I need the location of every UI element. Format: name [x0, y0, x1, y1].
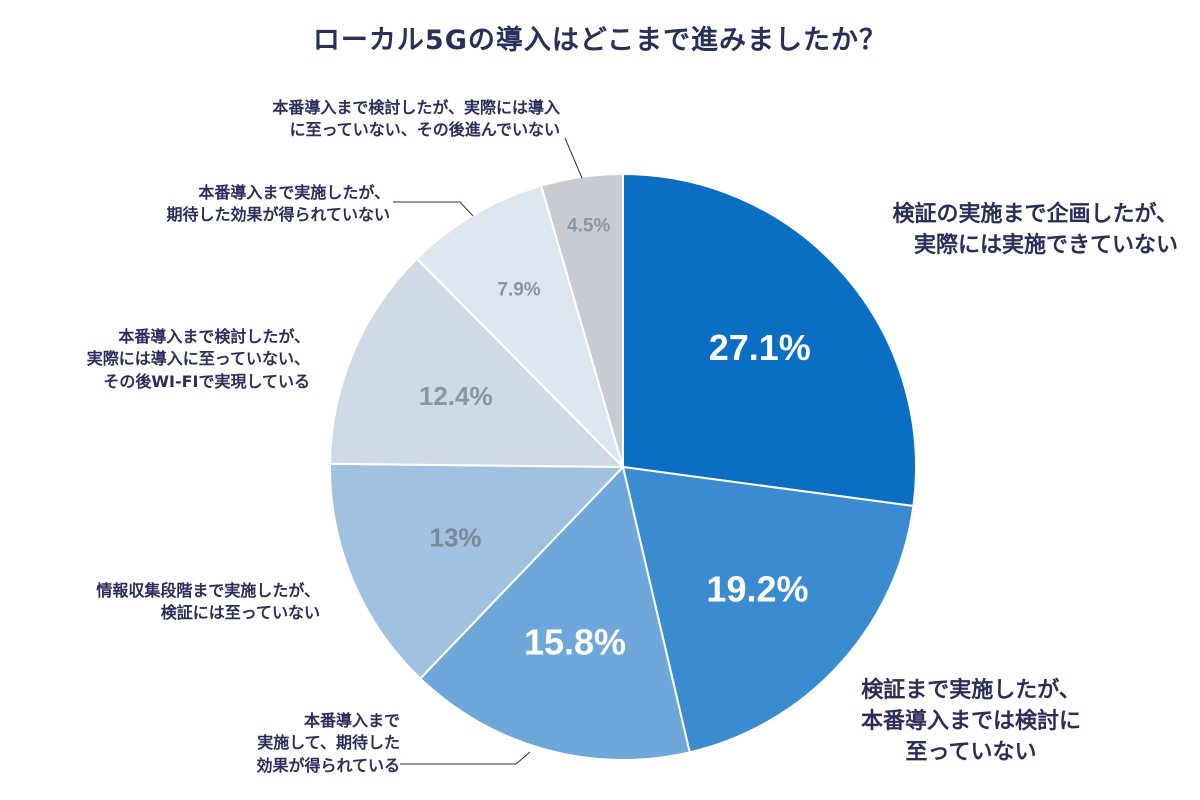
slice-value-label-2: 15.8% [524, 622, 626, 663]
chart-title: ローカル5Gの導入はどこまで進みましたか？ [312, 25, 888, 56]
slice-value-label-6: 4.5% [567, 216, 610, 237]
leader-line-slice-6 [564, 137, 583, 179]
slice-label-6: 本番導入まで検討したが、実際には導入 に至っていない、その後進んでいない [272, 98, 560, 140]
pie-slice-4 [329, 257, 626, 469]
pie-slice-2 [418, 464, 691, 761]
slice-label-5: 本番導入まで実施したが、 期待した効果が得られていない [166, 183, 390, 225]
leader-line-slice-2 [400, 751, 531, 765]
pie-slice-1 [621, 465, 915, 754]
slice-value-label-0: 27.1% [709, 327, 811, 368]
leader-line-slice-5 [393, 201, 474, 217]
slice-label-2: 本番導入まで 実施して、期待した 効果が得られている [256, 711, 400, 775]
slice-label-4: 本番導入まで検討したが、 実際には導入に至っていない、 その後WI-FIで実現し… [86, 327, 310, 391]
pie-slice-3 [329, 462, 626, 680]
pie-slice-5 [415, 184, 624, 468]
slice-label-3: 情報収集段階まで実施したが、 検証には至っていない [96, 581, 320, 623]
pie-slice-0 [622, 172, 917, 508]
slice-value-label-1: 19.2% [706, 569, 808, 610]
slice-label-0: 検証の実施まで企画したが、 実際には実施できていない [892, 202, 1178, 258]
slice-label-1: 検証まで実施したが、 本番導入までは検討に 至っていない [860, 678, 1081, 765]
slice-value-label-4: 12.4% [419, 381, 493, 411]
slice-value-label-5: 7.9% [497, 280, 540, 301]
slice-value-label-3: 13% [430, 522, 482, 552]
